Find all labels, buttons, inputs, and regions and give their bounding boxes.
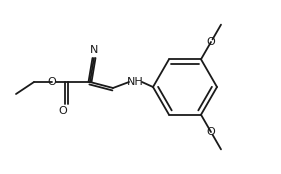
Text: O: O [59, 106, 67, 116]
Text: NH: NH [127, 77, 143, 87]
Text: O: O [207, 37, 215, 47]
Text: O: O [47, 77, 56, 87]
Text: N: N [90, 45, 98, 55]
Text: O: O [207, 127, 215, 137]
